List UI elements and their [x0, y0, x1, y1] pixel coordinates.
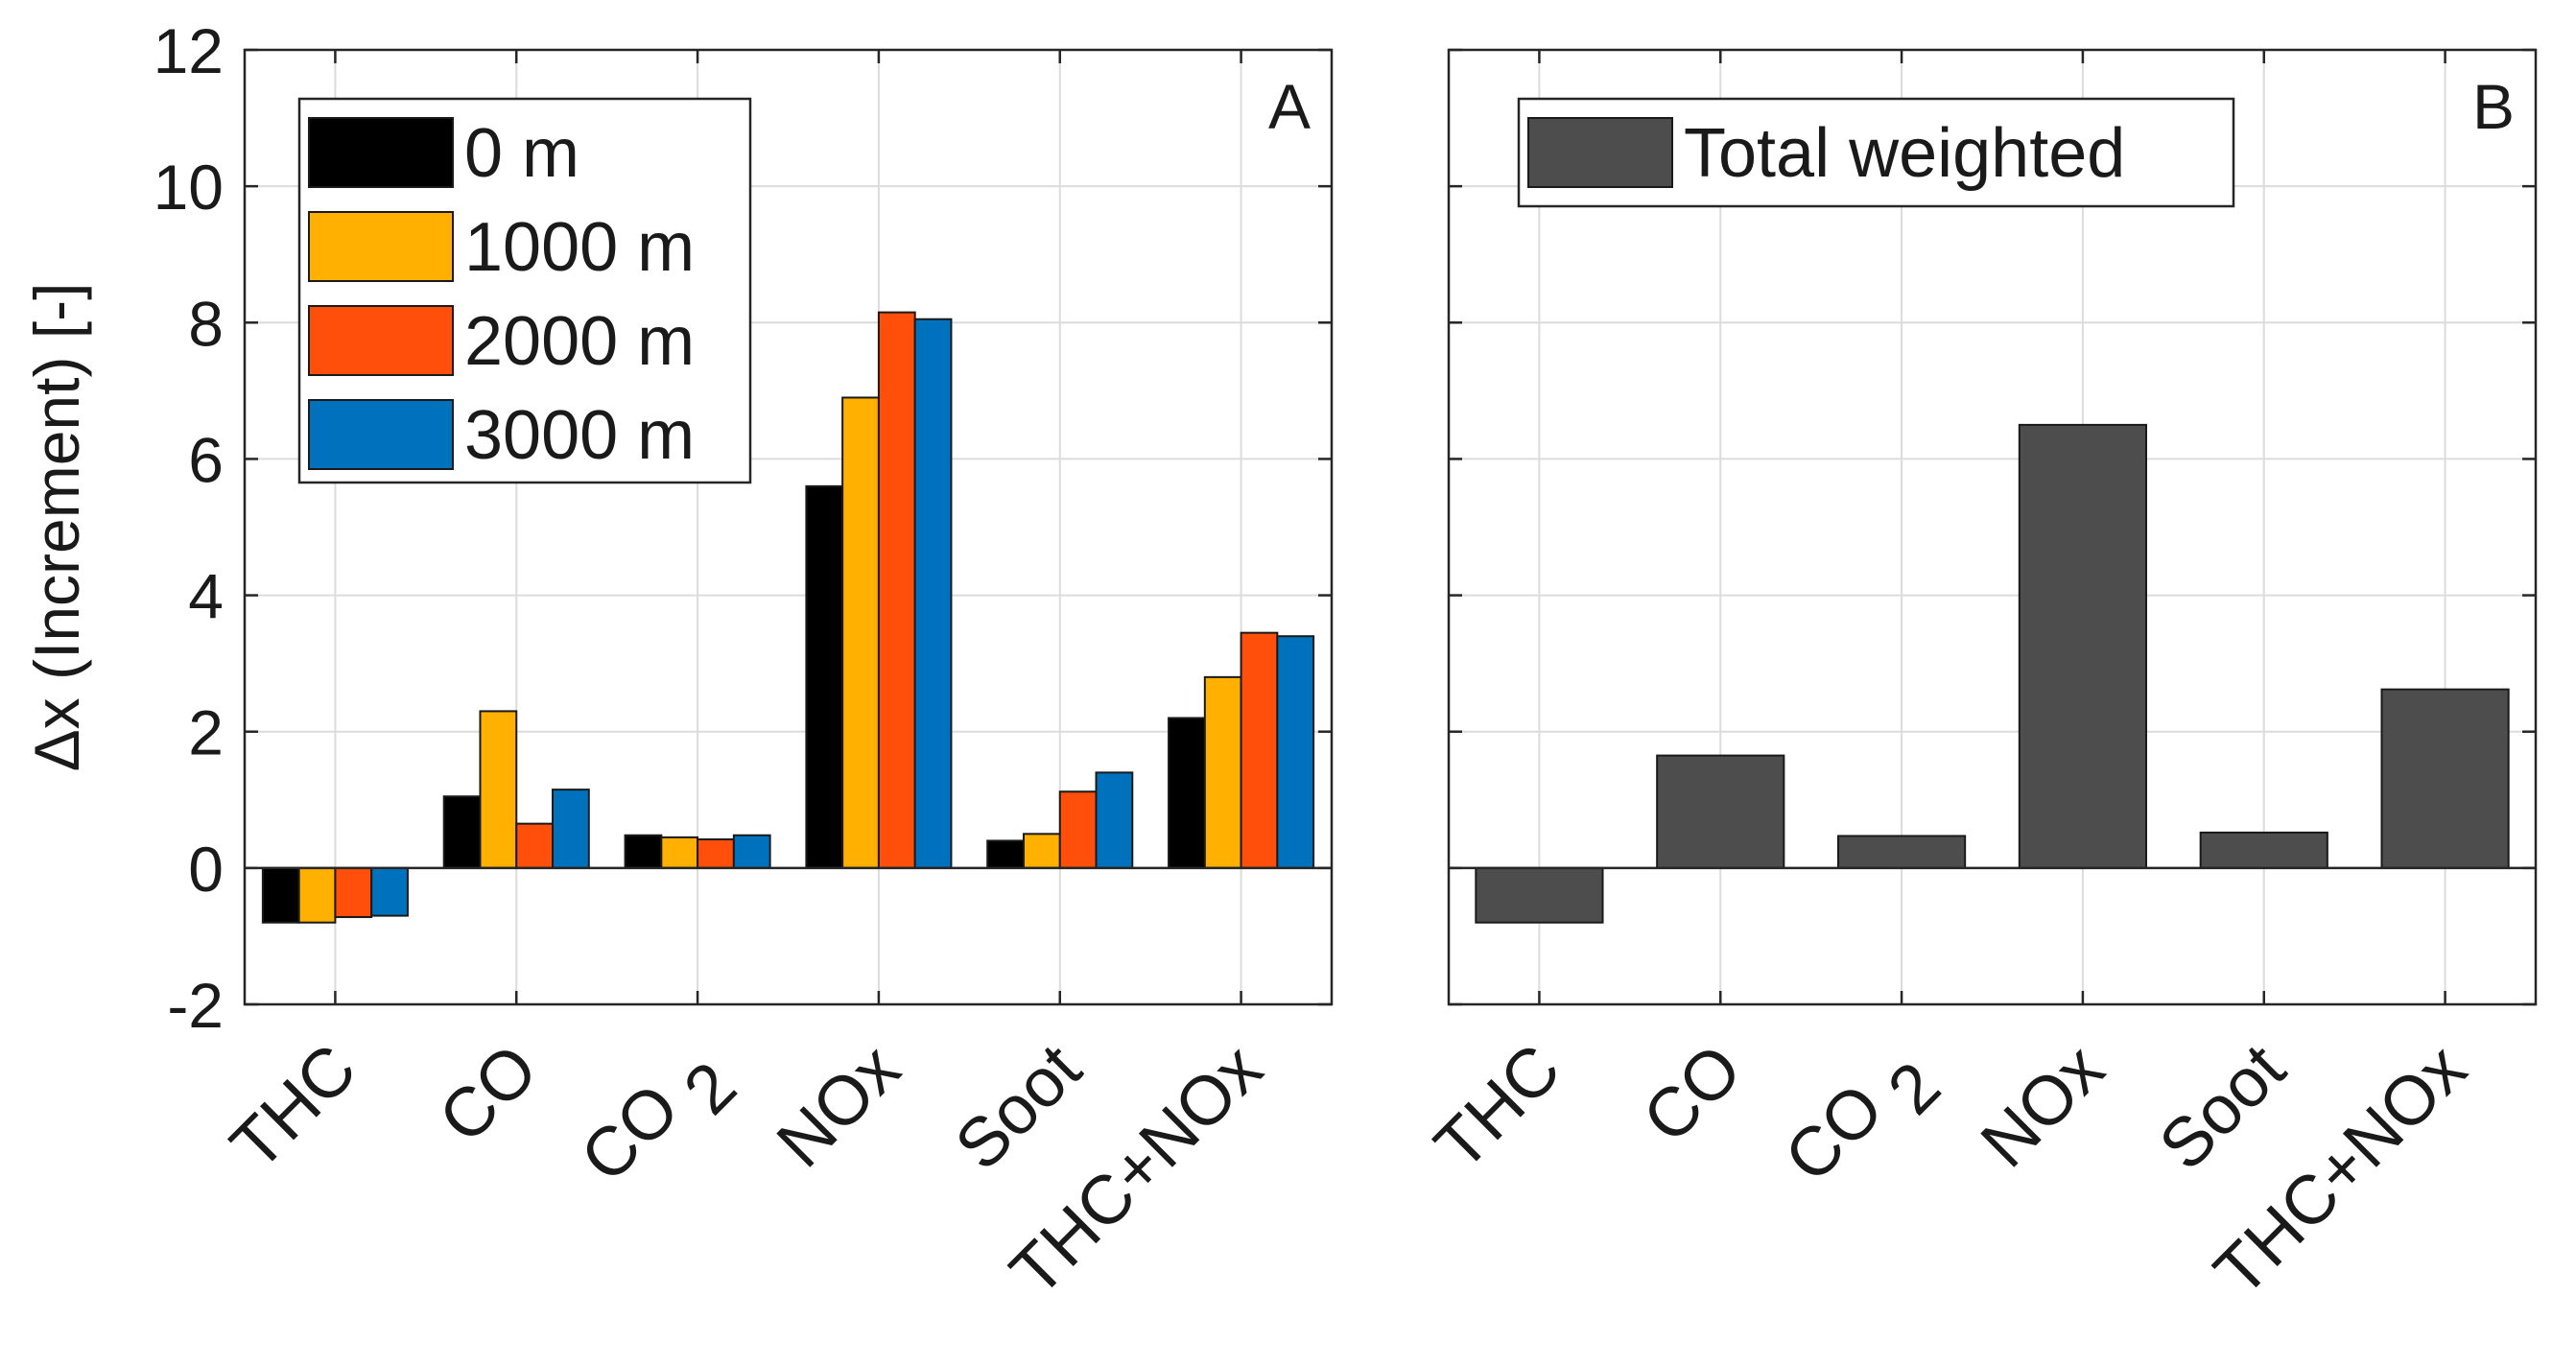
x-tick-label: CO2	[1770, 1030, 1954, 1214]
bar	[697, 838, 735, 869]
panel-label: B	[2472, 71, 2515, 142]
x-tick-label: NOx	[1967, 1030, 2118, 1182]
legend-swatch	[308, 117, 454, 188]
bar	[370, 866, 409, 917]
bar	[841, 396, 880, 869]
x-tick-label-main: THC	[1421, 1030, 1575, 1185]
x-tick-label: CO	[425, 1030, 553, 1158]
bar	[1240, 631, 1279, 869]
x-tick-label-main: Soot	[941, 1030, 1096, 1185]
legend-swatch	[308, 305, 454, 376]
bar	[2018, 423, 2148, 869]
bar	[1276, 635, 1315, 869]
x-tick-label-main: CO	[1770, 1070, 1898, 1197]
bar	[986, 839, 1025, 869]
x-tick-label-main: CO	[1629, 1030, 1757, 1158]
x-tick-label: CO	[1629, 1030, 1757, 1158]
bar	[624, 834, 663, 869]
x-tick-label-main: Soot	[2145, 1030, 2300, 1185]
y-tick-label: 2	[188, 697, 224, 768]
bar	[515, 822, 555, 869]
legend-label: 2000 m	[464, 303, 695, 380]
bar	[1836, 835, 1967, 869]
legend-label: Total weighted	[1684, 115, 2125, 192]
bar	[660, 836, 699, 869]
y-tick-label: 6	[188, 424, 224, 495]
x-tick-label: Soot	[2145, 1030, 2300, 1185]
x-tick-label: NOx	[763, 1030, 914, 1182]
bar	[442, 795, 482, 869]
x-tick-label: CO2	[566, 1030, 750, 1214]
y-tick-label: 10	[154, 152, 224, 223]
legend-swatch	[1527, 117, 1673, 188]
plot-area	[1449, 50, 2536, 1004]
bar	[297, 866, 337, 924]
y-tick-label: 0	[188, 834, 224, 905]
legend-label: 1000 m	[464, 209, 695, 286]
bar	[1168, 717, 1206, 869]
axes-frame	[243, 48, 1334, 1006]
x-tick-label-main: NOx	[763, 1030, 914, 1182]
y-tick-label: 8	[188, 288, 224, 359]
bar	[1475, 866, 1604, 924]
panel-label: A	[1268, 71, 1311, 142]
x-tick-label-main: NOx	[1967, 1030, 2118, 1182]
bar	[479, 710, 518, 869]
x-tick-label-main: CO	[566, 1070, 694, 1197]
x-tick-label: THC	[217, 1030, 371, 1185]
bar	[877, 311, 916, 869]
bar	[1203, 675, 1242, 869]
x-tick-label-main: CO	[425, 1030, 553, 1158]
bar	[913, 318, 953, 869]
y-axis-label: Δx (Increment) [-]	[21, 283, 92, 772]
bar	[2380, 688, 2510, 869]
x-tick-label: THC	[1421, 1030, 1575, 1185]
bar	[2199, 831, 2328, 869]
bar	[805, 484, 844, 869]
bar	[732, 834, 771, 869]
bar	[334, 866, 373, 919]
legend-swatch	[308, 399, 454, 470]
bar	[552, 789, 590, 869]
bar	[1095, 771, 1134, 869]
y-tick-label: 12	[154, 15, 224, 86]
bar	[1022, 833, 1061, 869]
axes-frame	[1447, 48, 2538, 1006]
legend-label: 3000 m	[464, 397, 695, 474]
legend-label: 0 m	[464, 115, 579, 192]
x-tick-label: Soot	[941, 1030, 1096, 1185]
y-tick-label: 4	[188, 561, 224, 632]
legend-swatch	[308, 211, 454, 282]
panel-a: -2 0 2 4 6 8 10 12 Δx (Increment) [-] THC CO CO2 NOx…	[21, 15, 1334, 1311]
bar	[1058, 790, 1098, 869]
bar	[261, 866, 300, 924]
x-tick-label-main: THC	[217, 1030, 371, 1185]
bar	[1656, 754, 1785, 869]
y-tick-label: -2	[167, 970, 224, 1041]
